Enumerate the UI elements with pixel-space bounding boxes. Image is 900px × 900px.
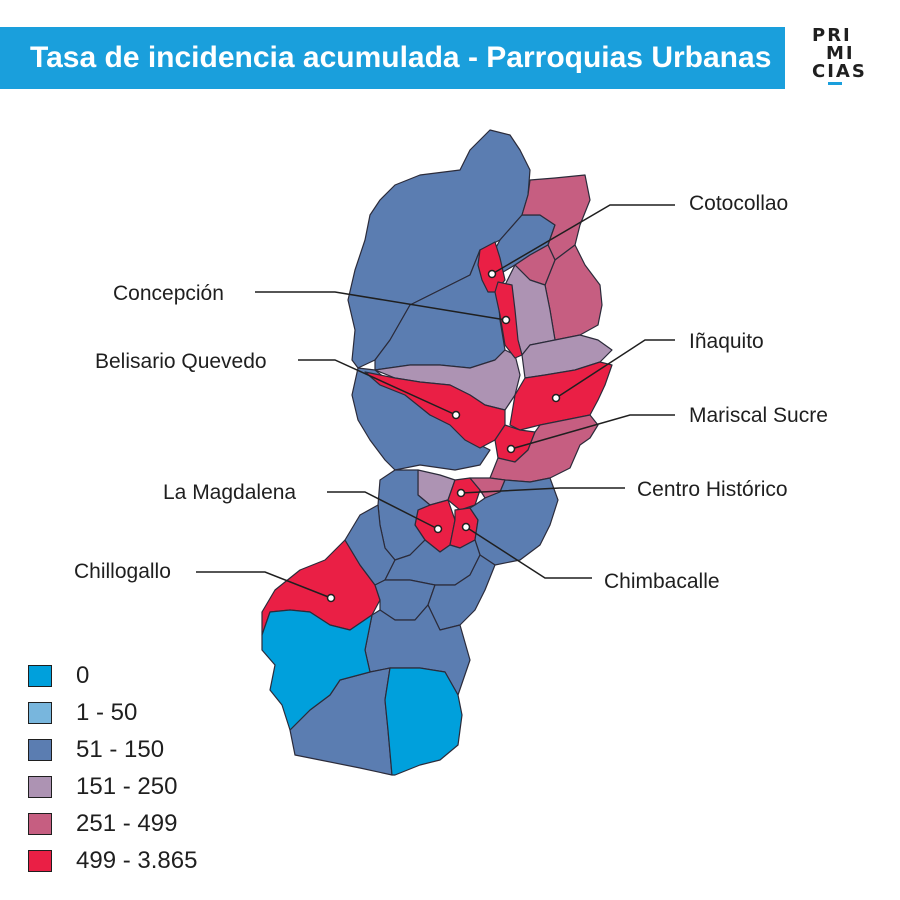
- legend-swatch: [28, 665, 52, 687]
- region-zero-south: [384, 667, 463, 776]
- dot-cotocollao: [487, 269, 497, 279]
- page-title: Tasa de incidencia acumulada - Parroquia…: [30, 41, 772, 74]
- leader-cotocollao: [491, 204, 675, 275]
- region-south-west-1: [344, 504, 396, 586]
- region-zero-west: [261, 609, 373, 731]
- leader-lines: [196, 204, 675, 599]
- legend-item: 51 - 150: [28, 736, 268, 766]
- leader-mariscal: [510, 414, 675, 450]
- legend-swatch: [28, 776, 52, 798]
- legend-label: 499 - 3.865: [76, 847, 198, 874]
- leader-concepcion: [255, 291, 507, 321]
- legend-label: 1 - 50: [76, 699, 138, 726]
- dot-belisario: [451, 410, 461, 420]
- leader-centro: [460, 487, 625, 494]
- legend-swatch: [28, 813, 52, 835]
- dot-inaquito: [551, 393, 561, 403]
- label-cotocollao: Cotocollao: [689, 192, 789, 215]
- logo-line-2: MI: [826, 43, 855, 64]
- legend-label: 151 - 250: [76, 773, 178, 800]
- legend-item: 151 - 250: [28, 773, 268, 803]
- leader-belisario: [298, 359, 457, 416]
- legend-swatch: [28, 739, 52, 761]
- label-centro-historico: Centro Histórico: [637, 478, 788, 501]
- logo-line-1: PRI: [812, 25, 852, 46]
- dot-mariscal: [506, 444, 516, 454]
- label-la-magdalena: La Magdalena: [163, 481, 297, 504]
- title-bar: Tasa de incidencia acumulada - Parroquia…: [0, 27, 785, 89]
- legend-item: 251 - 499: [28, 810, 268, 840]
- legend-item: 1 - 50: [28, 699, 268, 729]
- logo-accent-bar: [828, 82, 842, 85]
- dot-magdalena: [433, 524, 443, 534]
- leader-chimbacalle: [465, 526, 592, 579]
- legend-label: 51 - 150: [76, 736, 165, 763]
- legend-label: 0: [76, 662, 90, 689]
- leader-inaquito: [555, 339, 675, 399]
- dot-chillogallo: [326, 593, 336, 603]
- primicias-logo: PRI MI CIAS: [812, 26, 882, 96]
- legend-item: 499 - 3.865: [28, 847, 268, 877]
- label-inaquito: Iñaquito: [689, 330, 764, 353]
- label-belisario-quevedo: Belisario Quevedo: [95, 350, 267, 373]
- dot-centro: [456, 488, 466, 498]
- leader-magdalena: [327, 491, 439, 530]
- legend-label: 251 - 499: [76, 810, 178, 837]
- label-concepcion: Concepción: [113, 282, 224, 305]
- legend-swatch: [28, 850, 52, 872]
- dot-concepcion: [501, 315, 511, 325]
- legend-swatch: [28, 702, 52, 724]
- marker-dots: [326, 269, 561, 603]
- dot-chimbacalle: [461, 522, 471, 532]
- label-chillogallo: Chillogallo: [74, 560, 171, 583]
- leader-chillogallo: [196, 571, 332, 599]
- legend-item: 0: [28, 662, 268, 692]
- logo-line-3: CIAS: [812, 61, 867, 82]
- label-mariscal-sucre: Mariscal Sucre: [689, 404, 828, 427]
- label-chimbacalle: Chimbacalle: [604, 570, 720, 593]
